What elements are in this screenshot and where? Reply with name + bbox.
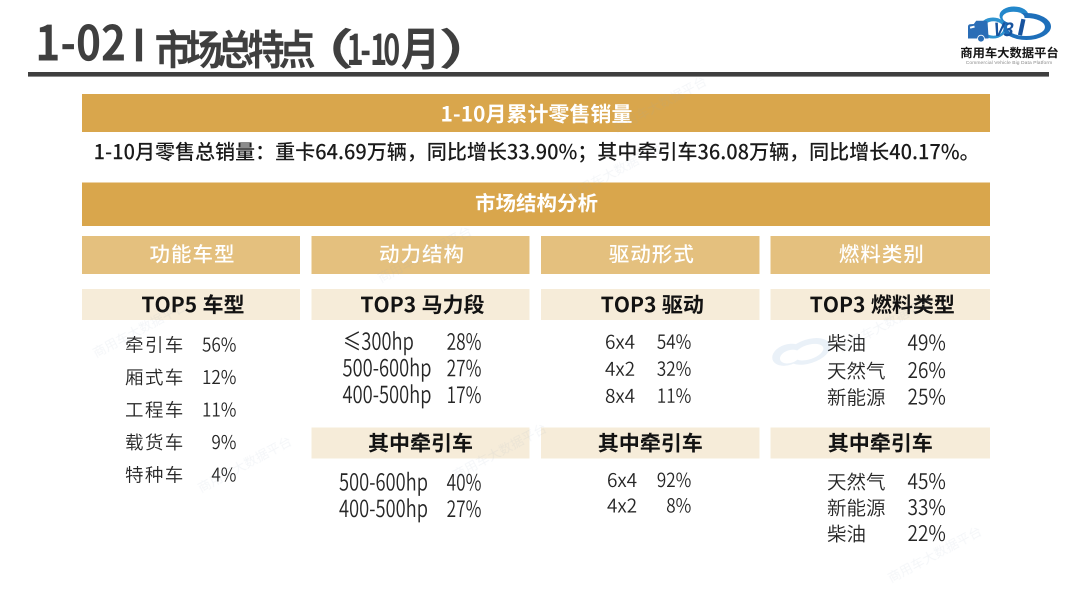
svg-text:Commercial Vehicle Big Data Pl: Commercial Vehicle Big Data Platform (966, 60, 1053, 66)
